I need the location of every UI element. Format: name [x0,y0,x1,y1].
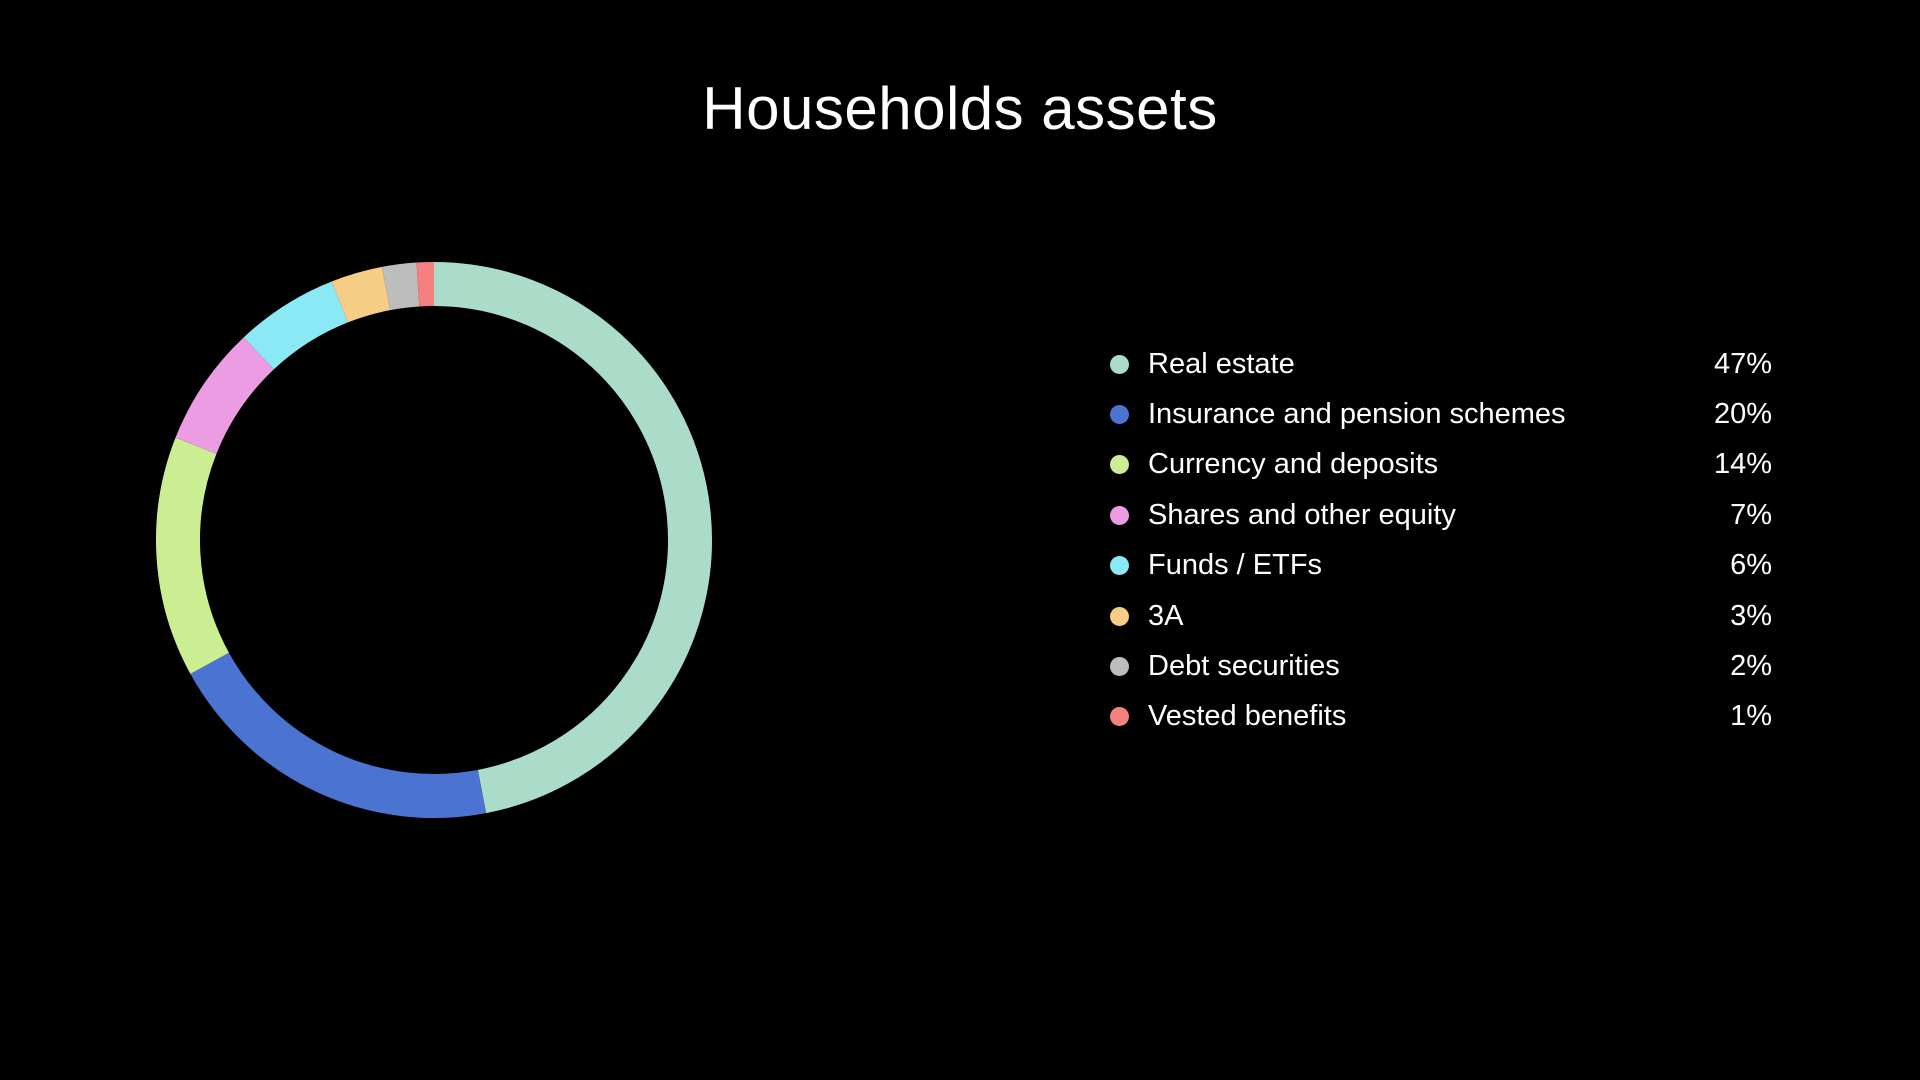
legend-label: Debt securities [1148,650,1340,683]
legend-percent: 3% [1730,599,1772,632]
legend-swatch-icon [1110,657,1129,677]
legend: Real estate 47% Insurance and pension sche… [1110,339,1772,742]
legend-percent: 6% [1730,549,1772,582]
donut-segment-shares-and-other-equity [175,337,275,455]
legend-item-vested-benefits: Vested benefits 1% [1110,692,1772,742]
chart-title: Households assets [702,75,1218,142]
legend-label: 3A [1148,599,1184,632]
legend-percent: 1% [1730,700,1772,733]
legend-percent: 47% [1713,347,1772,380]
legend-item-debt-securities: Debt securities 2% [1110,641,1772,691]
legend-swatch-icon [1110,405,1129,425]
legend-item-insurance-and-pension-schemes: Insurance and pension schemes 20% [1110,389,1772,439]
donut-segment-3a [331,266,391,323]
legend-item-3a: 3A 3% [1110,591,1772,641]
donut-segment-debt-securities [381,262,420,311]
legend-swatch-icon [1110,455,1129,475]
legend-percent: 7% [1730,498,1772,531]
legend-percent: 2% [1730,650,1772,683]
legend-item-currency-and-deposits: Currency and deposits 14% [1110,440,1772,490]
legend-label: Insurance and pension schemes [1148,398,1566,431]
legend-label: Currency and deposits [1148,448,1439,481]
legend-swatch-icon [1110,505,1129,525]
donut-segment-currency-and-deposits [156,437,230,674]
legend-percent: 14% [1713,448,1772,481]
legend-label: Real estate [1148,347,1295,380]
donut-segment-funds-etfs [243,281,349,370]
legend-swatch-icon [1110,354,1129,374]
legend-swatch-icon [1110,707,1129,727]
legend-swatch-icon [1110,606,1129,626]
legend-swatch-icon [1110,556,1129,576]
donut-segment-insurance-and-pension-schemes [190,652,487,818]
legend-item-funds-etfs: Funds / ETFs 6% [1110,541,1772,591]
legend-item-shares-and-other-equity: Shares and other equity 7% [1110,490,1772,540]
legend-label: Vested benefits [1148,700,1347,733]
donut-segment-real-estate [433,262,712,814]
donut-chart [156,262,712,818]
legend-label: Funds / ETFs [1148,549,1323,582]
legend-label: Shares and other equity [1148,498,1456,531]
legend-percent: 20% [1713,398,1772,431]
donut-segment-vested-benefits [416,262,435,307]
legend-item-real-estate: Real estate 47% [1110,339,1772,389]
